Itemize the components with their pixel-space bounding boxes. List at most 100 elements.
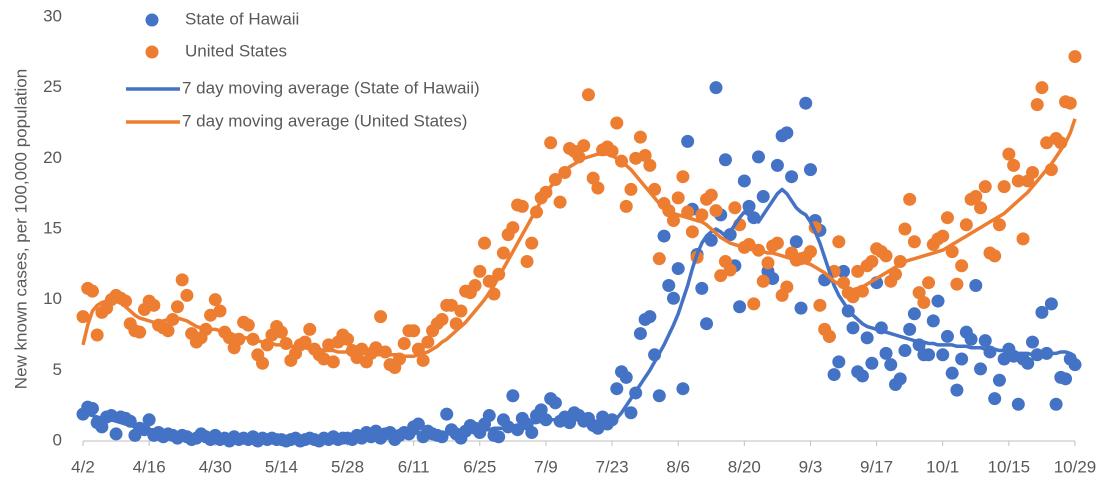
data-point	[737, 174, 751, 188]
data-point	[591, 181, 605, 195]
data-point	[893, 372, 907, 386]
data-point	[803, 163, 817, 177]
data-point	[851, 264, 865, 278]
data-point	[832, 235, 846, 249]
x-tick-label: 10/15	[988, 457, 1031, 476]
data-point	[643, 158, 657, 172]
data-point	[865, 356, 879, 370]
y-tick-label: 5	[53, 360, 62, 379]
data-point	[553, 195, 567, 209]
y-tick-label: 0	[53, 430, 62, 449]
data-point	[76, 310, 90, 324]
data-point	[1030, 98, 1044, 112]
data-point	[208, 293, 222, 307]
data-point	[879, 346, 893, 360]
data-point	[978, 180, 992, 194]
data-point	[681, 134, 695, 148]
data-point	[907, 235, 921, 249]
data-point	[298, 335, 312, 349]
data-point	[1011, 174, 1025, 188]
data-point	[1068, 358, 1082, 372]
data-point	[813, 298, 827, 312]
data-point	[1021, 356, 1035, 370]
data-point	[435, 312, 449, 326]
data-point	[959, 218, 973, 232]
data-point	[931, 294, 945, 308]
x-tick-label: 9/17	[860, 457, 893, 476]
legend-label: 7 day moving average (State of Hawaii)	[182, 78, 480, 97]
data-point	[770, 236, 784, 250]
data-point	[109, 427, 123, 441]
data-point	[922, 276, 936, 290]
data-point	[90, 328, 104, 342]
x-tick-label: 10/29	[1054, 457, 1097, 476]
data-point	[922, 348, 936, 362]
data-point	[903, 192, 917, 206]
data-point	[974, 362, 988, 376]
x-tick-label: 6/11	[398, 457, 430, 476]
data-point	[676, 382, 690, 396]
data-point	[147, 298, 161, 312]
data-point	[794, 301, 808, 315]
y-tick-label: 10	[43, 289, 62, 308]
data-point	[1016, 232, 1030, 246]
data-point	[638, 149, 652, 163]
x-tick-label: 7/9	[534, 457, 558, 476]
data-point	[544, 136, 558, 150]
data-point	[1035, 305, 1049, 319]
data-point	[917, 295, 931, 309]
data-point	[478, 236, 492, 250]
data-point	[440, 407, 454, 421]
data-point	[95, 420, 109, 434]
data-point	[940, 329, 954, 343]
data-point	[1007, 158, 1021, 172]
data-point	[85, 401, 99, 415]
data-point	[964, 332, 978, 346]
data-point	[633, 327, 647, 341]
data-point	[633, 130, 647, 144]
data-point	[1011, 397, 1025, 411]
data-point	[714, 269, 728, 283]
data-point	[940, 211, 954, 225]
data-point	[473, 264, 487, 278]
data-point	[586, 171, 600, 185]
data-point	[1068, 50, 1082, 64]
data-point	[752, 150, 766, 164]
data-point	[997, 180, 1011, 194]
data-point	[955, 259, 969, 273]
data-point	[411, 417, 425, 431]
data-point	[723, 263, 737, 277]
data-point	[969, 279, 983, 293]
data-point	[855, 369, 869, 383]
data-point	[581, 88, 595, 102]
data-point	[907, 307, 921, 321]
x-tick-label: 8/20	[728, 457, 761, 476]
data-point	[397, 336, 411, 350]
data-point	[926, 314, 940, 328]
legend-label: State of Hawaii	[185, 9, 299, 28]
data-point	[846, 321, 860, 335]
data-point	[496, 246, 510, 260]
data-point	[742, 199, 756, 213]
data-point	[256, 356, 270, 370]
data-point	[624, 406, 638, 420]
data-point	[865, 255, 879, 269]
legend-label: United States	[185, 41, 287, 60]
data-point	[274, 325, 288, 339]
data-point	[950, 383, 964, 397]
data-point	[1025, 165, 1039, 179]
data-point	[884, 358, 898, 372]
data-point	[1002, 147, 1016, 161]
legend: State of Hawaii United States 7 day moving…	[126, 9, 480, 130]
data-point	[718, 153, 732, 167]
data-point	[407, 324, 421, 338]
data-point	[506, 221, 520, 235]
data-point	[723, 228, 737, 242]
data-point	[482, 274, 496, 288]
data-point	[548, 396, 562, 410]
data-point	[619, 199, 633, 213]
data-point	[643, 310, 657, 324]
data-point	[695, 208, 709, 222]
y-axis-title: New known cases, per 100,000 population	[11, 69, 30, 389]
